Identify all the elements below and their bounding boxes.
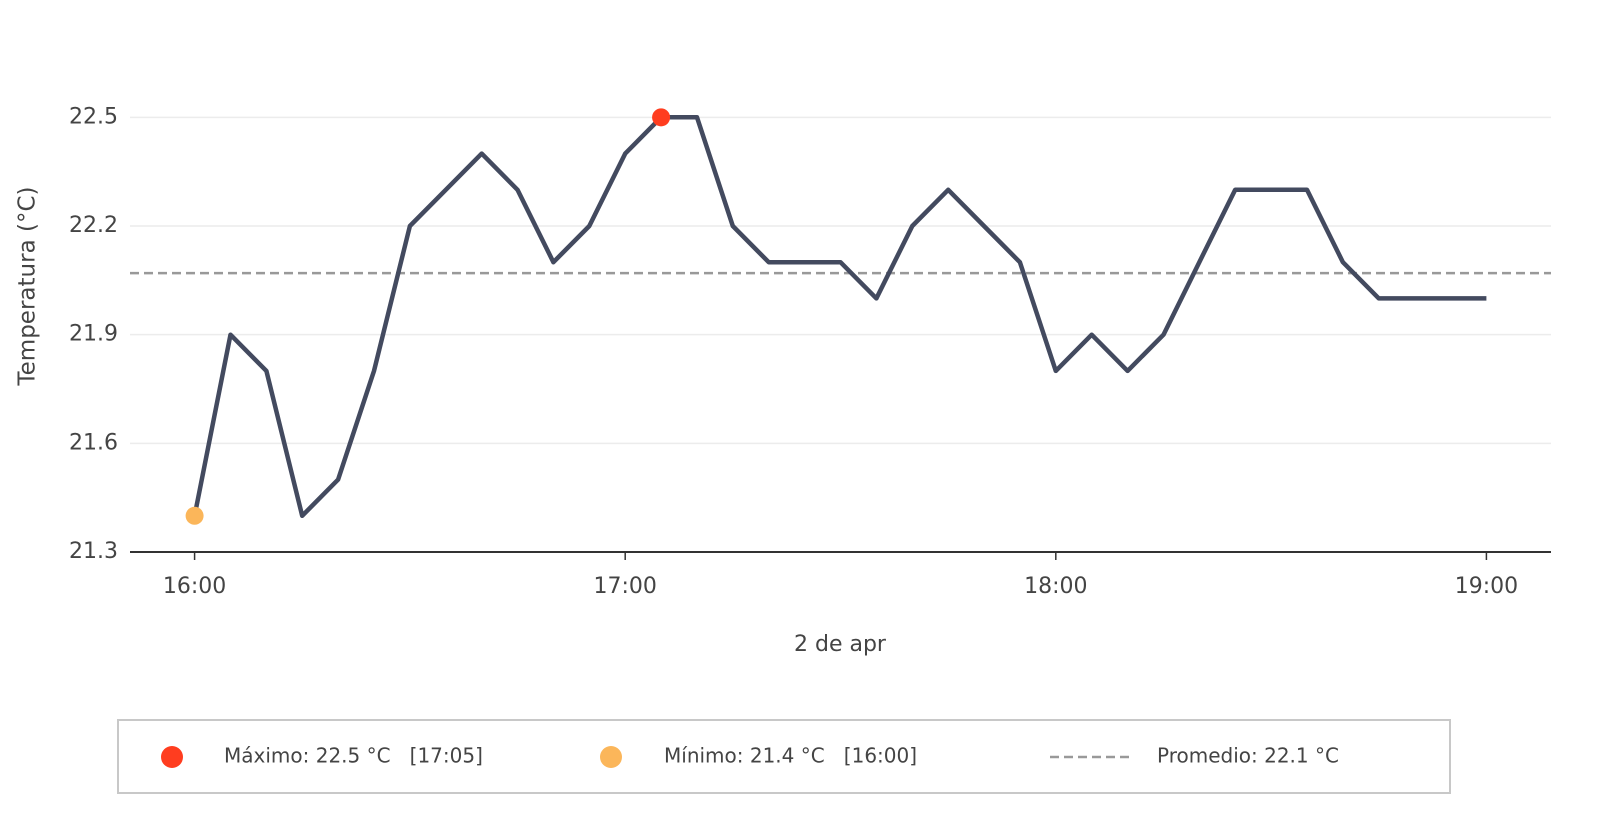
y-tick-label: 22.2: [69, 213, 118, 238]
legend-label: Máximo: 22.5 °C [17:05]: [224, 744, 483, 768]
legend-label: Mínimo: 21.4 °C [16:00]: [664, 744, 917, 768]
temperature-line: [192, 115, 1487, 519]
legend-box: [117, 719, 1451, 794]
x-tick-label: 16:00: [163, 574, 226, 599]
y-tick-label: 21.3: [69, 539, 118, 564]
marker: [185, 506, 204, 525]
y-axis-label: Temperatura (°C): [15, 187, 41, 387]
legend-marker: [161, 746, 183, 768]
y-tick-label: 21.6: [69, 430, 118, 455]
legend-label: Promedio: 22.1 °C: [1157, 744, 1339, 768]
y-tick-label: 22.5: [69, 104, 118, 129]
marker: [652, 108, 671, 127]
x-tick-label: 18:00: [1024, 574, 1087, 599]
x-tick-label: 19:00: [1455, 574, 1518, 599]
y-tick-label: 21.9: [69, 322, 118, 347]
legend-marker: [600, 746, 622, 768]
x-tick-label: 17:00: [593, 574, 656, 599]
x-axis-label: 2 de apr: [794, 632, 887, 657]
